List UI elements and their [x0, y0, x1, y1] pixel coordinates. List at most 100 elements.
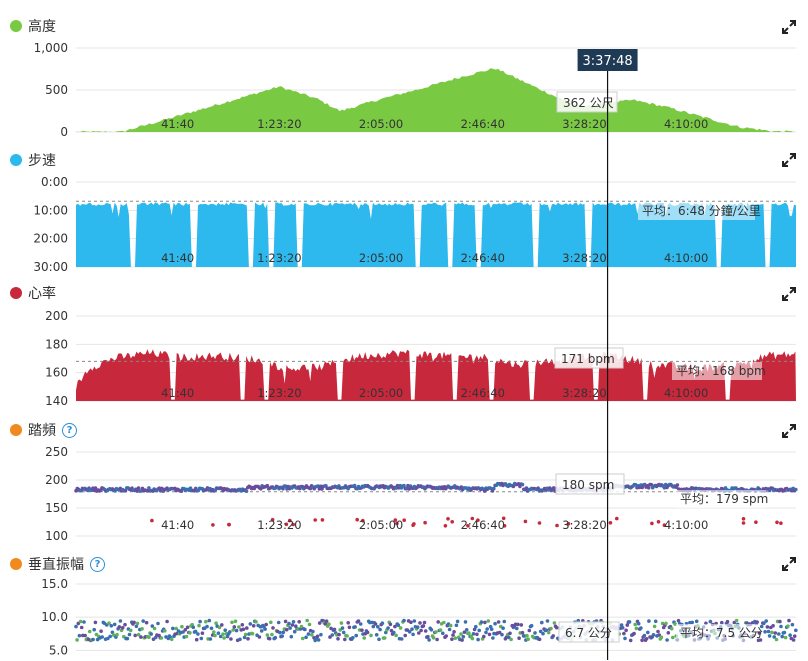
vertical-oscillation-point: [634, 626, 639, 631]
vertical-oscillation-point: [324, 619, 329, 623]
vertical-oscillation-point: [287, 621, 291, 626]
vertical-oscillation-point: [444, 634, 449, 638]
vertical-oscillation-point: [671, 635, 675, 640]
vertical-oscillation-point: [362, 636, 367, 640]
vertical-oscillation-point: [265, 633, 270, 637]
cadence-point: [265, 483, 270, 488]
cadence-point: [291, 522, 296, 527]
cadence-point: [566, 522, 571, 526]
vertical-oscillation-point: [360, 628, 364, 632]
vertical-oscillation-point: [652, 624, 657, 629]
cadence-point: [615, 516, 619, 521]
vertical-oscillation-point: [208, 637, 213, 641]
vertical-oscillation-point: [354, 633, 359, 638]
x-tick-label: 4:10:00: [664, 251, 708, 265]
heart-rate-title-text: 心率: [28, 286, 56, 302]
vertical-oscillation-point: [377, 637, 381, 642]
vertical-oscillation-point: [207, 618, 212, 623]
vertical-oscillation-point: [127, 632, 132, 637]
cadence-point: [446, 517, 450, 521]
vertical-oscillation-point: [188, 631, 192, 635]
vertical-oscillation-panel: 垂直振幅 ? 15.0 10.0 5.0 6.7 公分 平均：7.5 公分: [0, 545, 808, 661]
vertical-oscillation-point: [245, 626, 249, 630]
vertical-oscillation-point: [222, 636, 226, 640]
vertical-oscillation-point: [228, 630, 232, 634]
vertical-oscillation-point: [149, 632, 153, 636]
altitude-title-text: 高度: [28, 19, 56, 35]
pace-legend-dot: [10, 154, 22, 166]
vertical-oscillation-point: [340, 626, 345, 630]
average-label-bg: [638, 202, 755, 220]
help-icon[interactable]: ?: [62, 422, 77, 438]
y-tick-label: 15.0: [41, 577, 68, 591]
vertical-oscillation-point: [409, 620, 413, 625]
expand-icon[interactable]: [782, 20, 796, 34]
cadence-point: [662, 523, 667, 527]
vertical-oscillation-point: [191, 625, 196, 630]
vertical-oscillation-point: [82, 620, 86, 624]
vertical-oscillation-point: [632, 631, 636, 636]
vertical-oscillation-point: [291, 620, 296, 624]
vertical-oscillation-point: [197, 623, 201, 628]
vertical-oscillation-point: [225, 634, 230, 639]
vertical-oscillation-point: [243, 632, 248, 637]
x-tick-label: 4:10:00: [664, 117, 708, 131]
vertical-oscillation-point: [429, 628, 434, 632]
vertical-oscillation-point: [75, 638, 79, 642]
vertical-oscillation-point: [199, 636, 204, 641]
y-tick-label: 10.0: [41, 610, 68, 624]
vertical-oscillation-point: [758, 638, 763, 642]
altitude-panel: 高度 1,000 500 0 41:40 1:23:20 2:05:00 2:46:40 3:…: [0, 0, 808, 140]
tooltip-box: [554, 347, 624, 369]
vertical-oscillation-point: [230, 620, 234, 625]
vertical-oscillation-point: [554, 625, 559, 630]
vertical-oscillation-point: [369, 633, 373, 638]
x-tick-label: 41:40: [161, 386, 194, 400]
x-tick-label: 1:23:20: [257, 386, 301, 400]
expand-icon[interactable]: [782, 424, 796, 438]
cadence-point: [524, 486, 529, 490]
vertical-oscillation-point: [280, 634, 285, 638]
vertical-oscillation-point: [780, 634, 784, 639]
x-tick-label: 2:05:00: [359, 117, 403, 131]
vertical-oscillation-point: [328, 635, 332, 639]
vertical-oscillation-point: [196, 632, 200, 636]
vertical-oscillation-point: [299, 624, 304, 629]
cadence-point: [288, 518, 292, 523]
vertical-oscillation-point: [392, 630, 396, 635]
x-tick-label: 3:28:20: [562, 117, 606, 131]
vertical-oscillation-point: [159, 636, 164, 640]
x-tick-label: 3:28:20: [562, 251, 606, 265]
vertical-oscillation-point: [734, 618, 739, 623]
vertical-oscillation-point: [221, 632, 225, 636]
vertical-oscillation-point: [112, 622, 117, 627]
average-label-bg: [676, 624, 757, 642]
vertical-oscillation-point: [223, 628, 227, 632]
pace-panel: 步速 0:00 10:00 20:00 30:00 41:40 1:23:20 2:05:0…: [0, 140, 808, 275]
vertical-oscillation-point: [622, 631, 626, 636]
vertical-oscillation-point: [639, 626, 643, 630]
vertical-oscillation-point: [343, 637, 347, 642]
help-icon[interactable]: ?: [90, 556, 105, 572]
cadence-title: 踏頻 ?: [10, 420, 77, 440]
vertical-oscillation-point: [242, 635, 247, 640]
y-tick-label: 1,000: [34, 41, 68, 55]
vertical-oscillation-point: [107, 621, 111, 625]
vertical-oscillation-point: [757, 631, 762, 635]
vertical-oscillation-point: [356, 619, 361, 623]
cadence-point: [352, 483, 357, 488]
expand-icon[interactable]: [782, 557, 796, 571]
vertical-oscillation-point: [472, 627, 477, 632]
vertical-oscillation-point: [393, 624, 397, 629]
vertical-oscillation-point: [346, 621, 351, 625]
x-tick-label: 1:23:20: [257, 518, 301, 532]
vertical-oscillation-point: [237, 625, 241, 629]
cadence-point: [656, 520, 661, 524]
vertical-oscillation-point: [100, 635, 104, 639]
vertical-oscillation-point: [270, 632, 274, 637]
expand-icon[interactable]: [782, 287, 796, 301]
y-tick-label: 0: [60, 125, 68, 139]
expand-icon[interactable]: [782, 153, 796, 167]
vertical-oscillation-point: [290, 623, 295, 627]
cadence-point: [443, 524, 448, 528]
